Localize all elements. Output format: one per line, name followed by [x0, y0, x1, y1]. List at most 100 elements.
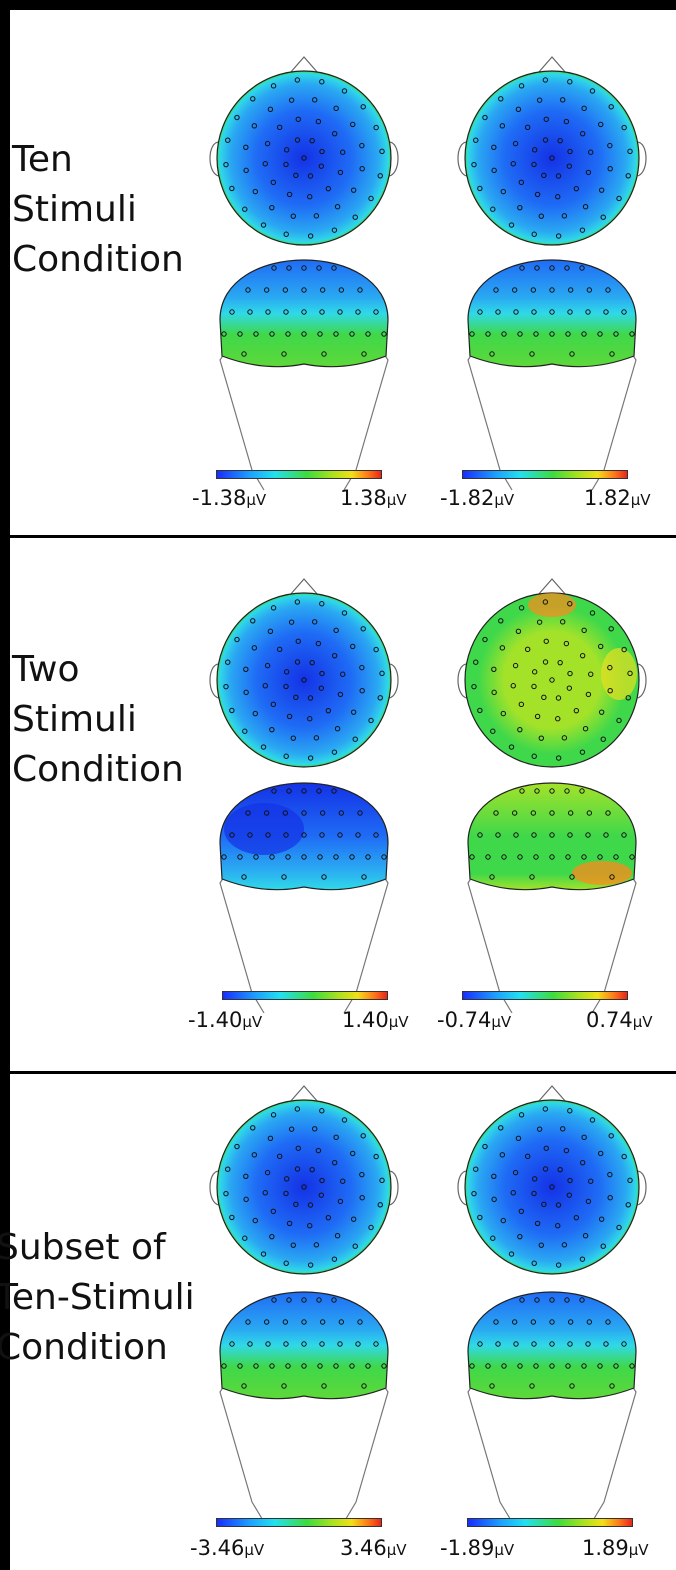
electrode-marker — [359, 1171, 365, 1178]
electrode-marker — [498, 1125, 504, 1131]
electrode-marker — [579, 1297, 585, 1303]
electrode-marker — [513, 832, 519, 838]
electrode-marker — [237, 331, 243, 337]
electrode-marker — [295, 638, 301, 644]
electrode-marker — [352, 736, 358, 742]
electrode-marker — [585, 832, 591, 838]
electrode-marker — [555, 194, 561, 200]
electrode-marker — [283, 1176, 290, 1182]
electrode-marker — [307, 1262, 314, 1268]
electrode-marker — [242, 1235, 248, 1241]
electrode-marker — [355, 309, 361, 315]
condition-panel-subset-ten-stimuli: Subset of Ten-Stimuli Condition -3.46μV … — [0, 1074, 676, 1570]
electrode-marker — [621, 124, 627, 131]
electrode-marker — [567, 79, 573, 85]
electrode-marker — [469, 1363, 475, 1369]
electrode-marker — [281, 351, 287, 357]
electrode-marker — [373, 832, 379, 838]
electrode-marker — [338, 287, 345, 293]
electrode-marker — [605, 287, 611, 293]
nose-outline — [537, 578, 567, 596]
electrode-marker — [500, 1217, 506, 1224]
electrode-marker — [241, 1383, 247, 1389]
electrode-marker — [598, 643, 604, 650]
electrode-marker — [493, 1319, 499, 1325]
electrode-marker — [589, 610, 596, 616]
electrode-marker — [373, 646, 379, 653]
colorbar — [462, 470, 628, 479]
electrode-marker — [600, 736, 606, 742]
electrode-marker — [359, 142, 365, 149]
condition-label: Two Stimuli Condition — [12, 645, 184, 795]
electrode-marker — [508, 1251, 515, 1257]
electrode-marker — [276, 1153, 283, 1160]
electrode-marker — [607, 664, 613, 671]
electrode-marker — [340, 1178, 346, 1184]
electrode-marker — [609, 1383, 615, 1389]
electrode-marker — [312, 97, 318, 103]
colorbar-min-label: -0.74μV — [437, 1008, 512, 1032]
electrode-marker — [307, 173, 314, 179]
electrode-marker — [511, 1319, 518, 1325]
electrode-marker — [489, 874, 495, 880]
electrode-marker — [477, 832, 483, 838]
colorbar-max-label: 1.38μV — [340, 486, 407, 510]
electrode-marker — [359, 166, 365, 172]
electrode-marker — [359, 664, 365, 671]
electrode-marker — [564, 1297, 570, 1303]
electrode-marker — [276, 124, 283, 131]
electrode-marker — [565, 1363, 571, 1369]
electrode-marker — [350, 187, 357, 193]
electrode-marker — [318, 685, 325, 691]
electrode-marker — [621, 1341, 627, 1347]
electrode-marker — [582, 726, 589, 732]
electrode-marker — [498, 618, 504, 624]
electrode-marker — [579, 227, 586, 233]
electrode-marker — [588, 671, 594, 677]
condition-label-line: Condition — [12, 749, 184, 790]
electrode-marker — [573, 707, 580, 714]
electrode-marker — [288, 619, 295, 625]
electrode-marker — [242, 206, 248, 212]
electrode-marker — [361, 351, 367, 357]
electrode-marker — [294, 137, 301, 143]
electrode-marker — [566, 163, 573, 169]
electrode-marker — [519, 265, 525, 271]
electrode-marker — [282, 1319, 289, 1325]
electrode-marker — [511, 287, 518, 293]
electrode-marker — [588, 1178, 594, 1184]
electrode-marker — [283, 1190, 289, 1197]
electrode-marker — [229, 832, 235, 838]
electrode-marker — [469, 854, 475, 860]
electrode-marker — [560, 1126, 566, 1132]
electrode-marker — [317, 854, 323, 860]
electrode-marker — [265, 309, 271, 315]
electrode-marker — [286, 265, 292, 271]
electrode-marker — [313, 1242, 320, 1248]
electrode-marker — [555, 716, 561, 722]
electrode-marker — [229, 185, 235, 192]
electrode-marker — [225, 659, 231, 665]
electrode-marker — [352, 1243, 358, 1249]
electrode-marker — [511, 810, 518, 816]
electrode-marker — [237, 1363, 243, 1369]
electrode-marker — [270, 83, 277, 89]
electrode-marker — [582, 1233, 589, 1239]
electrode-marker — [513, 1341, 519, 1347]
condition-label-line: Condition — [0, 1327, 168, 1368]
electrode-marker — [555, 233, 562, 239]
electrode-marker — [333, 854, 339, 860]
electrode-marker — [531, 1260, 537, 1266]
electrode-marker — [333, 1134, 339, 1141]
scalp-surface — [467, 259, 637, 368]
electrode-marker — [267, 106, 274, 112]
electrode-marker — [608, 626, 614, 632]
electrode-marker — [368, 1224, 374, 1231]
electrode-marker — [549, 309, 555, 315]
electrode-marker — [360, 626, 366, 632]
electrode-marker — [542, 1106, 549, 1112]
electrode-marker — [543, 116, 549, 122]
electrode-marker — [281, 874, 287, 880]
topomap-group — [209, 56, 647, 491]
electrode-marker — [477, 707, 483, 714]
